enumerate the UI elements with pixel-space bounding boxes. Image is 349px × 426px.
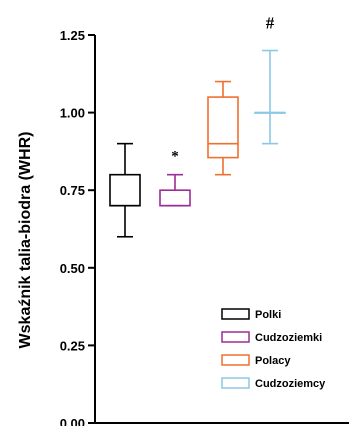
legend-item: Cudzoziemcy xyxy=(221,377,326,390)
legend-swatch xyxy=(221,308,250,320)
box-iqr xyxy=(109,173,141,207)
y-tick-label: 0.75 xyxy=(60,183,85,198)
legend-swatch xyxy=(221,377,250,389)
box-cudzoziemki xyxy=(159,173,191,207)
legend-item: Polacy xyxy=(221,354,291,367)
box-polacy xyxy=(207,80,239,176)
y-tick-label: 0.50 xyxy=(60,261,85,276)
y-tick-label: 1.00 xyxy=(60,106,85,121)
legend-label: Polki xyxy=(255,309,281,321)
legend: Polki Cudzoziemki Polacy Cudzoziemcy xyxy=(221,308,326,390)
box-polki xyxy=(109,142,141,238)
significance-annotations: *# xyxy=(171,14,275,165)
legend-item: Cudzoziemki xyxy=(221,331,322,344)
legend-label: Cudzoziemki xyxy=(255,332,322,344)
legend-item: Polki xyxy=(221,308,281,321)
legend-swatch xyxy=(221,331,250,343)
box-cudzoziemcy xyxy=(254,49,286,145)
chart-axes xyxy=(94,35,349,424)
y-tick-label: 0.00 xyxy=(60,416,85,426)
legend-swatch xyxy=(221,354,250,366)
box-series xyxy=(109,49,286,238)
legend-label: Polacy xyxy=(255,355,291,367)
y-axis-label: Wskaźnik talia-biodra (WHR) xyxy=(17,132,34,349)
y-tick-label: 0.25 xyxy=(60,338,85,353)
y-tick-label: 1.25 xyxy=(60,28,85,43)
y-ticks: 0.00 0.25 0.50 0.75 1.00 1.25 xyxy=(60,28,95,426)
box-iqr xyxy=(159,189,191,207)
annotation-star: * xyxy=(171,149,179,165)
legend-label: Cudzoziemcy xyxy=(255,378,326,390)
annotation-hash: # xyxy=(266,14,275,33)
box-iqr xyxy=(207,96,239,159)
